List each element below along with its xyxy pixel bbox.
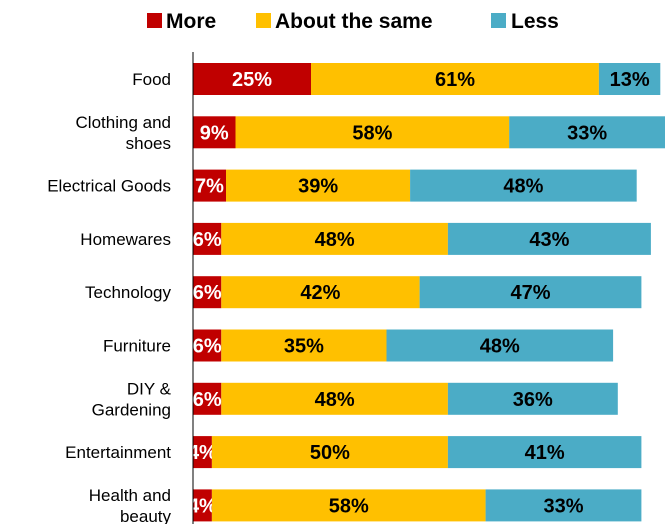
- data-label-less-6: 36%: [513, 389, 553, 411]
- legend-label-about-the-same: About the same: [275, 10, 433, 33]
- category-label-8: Health and beauty: [89, 486, 172, 524]
- bar-less-0: [598, 63, 661, 95]
- bar-about-the-same-6: [221, 382, 448, 415]
- bar-about-the-same-3: [221, 222, 448, 255]
- bar-about-the-same-4: [221, 276, 420, 309]
- legend-label-more: More: [166, 10, 216, 33]
- data-label-about-the-same-3: 48%: [315, 229, 355, 251]
- data-label-more-0: 25%: [232, 69, 272, 91]
- bar-less-7: [447, 436, 642, 469]
- data-label-more-5: 6%: [193, 336, 222, 358]
- data-label-more-6: 6%: [193, 389, 222, 411]
- bar-more-5: [193, 329, 222, 362]
- bar-more-8: [193, 489, 212, 522]
- data-label-less-2: 48%: [503, 176, 543, 198]
- legend-label-less: Less: [511, 10, 559, 33]
- bar-less-1: [509, 116, 665, 149]
- bar-more-2: [193, 169, 226, 202]
- bar-about-the-same-2: [226, 169, 411, 202]
- category-label-1: Clothing and shoes: [76, 113, 171, 153]
- data-label-less-3: 43%: [529, 229, 569, 251]
- bar-less-5: [386, 329, 614, 362]
- data-label-more-2: 7%: [195, 176, 224, 198]
- data-label-less-4: 47%: [510, 282, 550, 304]
- category-labels: Food Clothing and shoes Electrical Goods Hom…: [47, 70, 171, 524]
- bar-less-4: [419, 276, 642, 309]
- data-label-less-7: 41%: [525, 442, 565, 464]
- bar-less-3: [447, 222, 651, 255]
- legend: More About the same Less: [147, 10, 559, 33]
- data-label-less-5: 48%: [480, 336, 520, 358]
- category-label-3: Homewares: [80, 230, 171, 249]
- data-label-less-0: 13%: [610, 69, 650, 91]
- data-label-about-the-same-4: 42%: [300, 282, 340, 304]
- category-label-4: Technology: [85, 283, 172, 302]
- bar-about-the-same-1: [235, 116, 510, 149]
- data-label-about-the-same-5: 35%: [284, 336, 324, 358]
- data-label-less-8: 33%: [543, 495, 583, 517]
- bar-more-4: [193, 276, 222, 309]
- data-label-about-the-same-1: 58%: [352, 122, 392, 144]
- data-label-more-8: 4%: [188, 495, 217, 517]
- bar-more-0: [193, 63, 311, 95]
- data-label-less-1: 33%: [567, 122, 607, 144]
- data-label-more-7: 4%: [188, 442, 217, 464]
- data-label-about-the-same-7: 50%: [310, 442, 350, 464]
- data-label-more-4: 6%: [193, 282, 222, 304]
- bar-about-the-same-8: [211, 489, 486, 522]
- data-label-about-the-same-8: 58%: [329, 495, 369, 517]
- bar-less-2: [410, 169, 637, 202]
- bar-about-the-same-0: [311, 63, 599, 95]
- bar-less-8: [485, 489, 642, 522]
- bars: 25% 61% 13% 9% 58% 33% 7% 39% 48% 6% 48% 43% 6% 42% 47…: [188, 63, 665, 522]
- bar-less-6: [447, 382, 618, 415]
- data-label-more-1: 9%: [200, 122, 229, 144]
- data-label-about-the-same-2: 39%: [298, 176, 338, 198]
- bar-about-the-same-5: [221, 329, 387, 362]
- category-label-5: Furniture: [103, 337, 171, 356]
- data-label-about-the-same-6: 48%: [315, 389, 355, 411]
- bar-more-3: [193, 222, 222, 255]
- data-label-about-the-same-0: 61%: [435, 69, 475, 91]
- data-label-more-3: 6%: [193, 229, 222, 251]
- bar-about-the-same-7: [211, 436, 448, 469]
- category-label-7: Entertainment: [65, 443, 171, 462]
- category-label-6: DIY & Gardening: [92, 379, 172, 419]
- category-label-0: Food: [132, 70, 171, 89]
- bar-more-7: [193, 436, 212, 469]
- bar-more-1: [193, 116, 236, 149]
- legend-swatch-about-the-same: [256, 13, 271, 28]
- category-label-2: Electrical Goods: [47, 177, 171, 196]
- legend-swatch-more: [147, 13, 162, 28]
- bar-more-6: [193, 382, 222, 415]
- legend-swatch-less: [491, 13, 506, 28]
